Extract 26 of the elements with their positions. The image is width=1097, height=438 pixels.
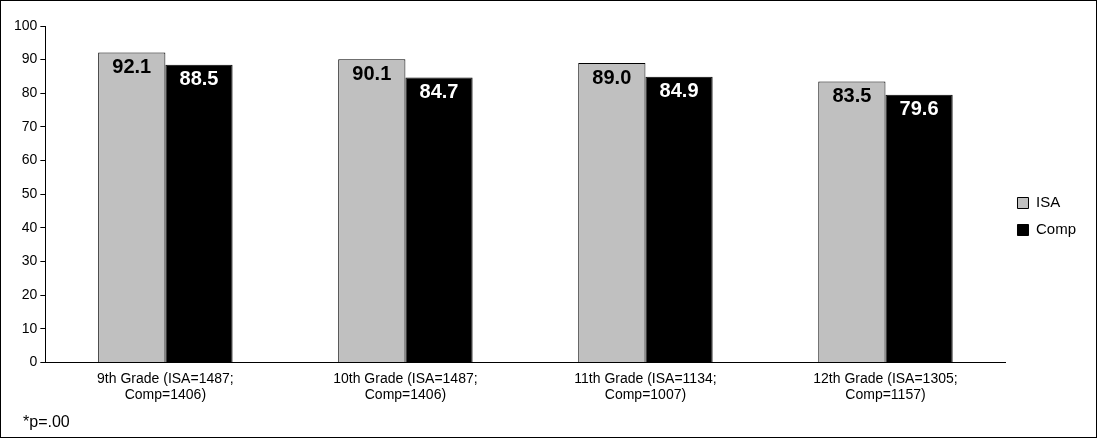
y-tick-label: 60 xyxy=(21,151,38,168)
y-tick-label: 10 xyxy=(21,319,38,336)
x-tick-label: 10th Grade (ISA=1487; Comp=1406) xyxy=(333,369,478,403)
y-tick-label: 20 xyxy=(21,285,38,302)
legend-label: Comp xyxy=(1035,220,1076,238)
x-tick-label: 11th Grade (ISA=1134; Comp=1007) xyxy=(574,369,717,403)
x-tick-label: 12th Grade (ISA=1305; Comp=1157) xyxy=(813,369,958,403)
data-label: 84.9 xyxy=(659,79,699,102)
legend-label: ISA xyxy=(1035,193,1061,211)
y-tick-label: 50 xyxy=(21,185,38,202)
data-label: 92.1 xyxy=(112,55,152,78)
y-tick-label: 40 xyxy=(21,218,38,235)
y-tick-label: 90 xyxy=(21,50,38,67)
data-label: 88.5 xyxy=(179,67,219,90)
data-label: 84.7 xyxy=(419,79,459,102)
data-label: 83.5 xyxy=(832,84,872,107)
y-tick-label: 30 xyxy=(21,252,38,269)
y-tick-label: 70 xyxy=(21,117,38,134)
y-tick-label: 100 xyxy=(14,16,38,33)
text: *p=.00 xyxy=(23,413,70,431)
data-label: 90.1 xyxy=(352,61,392,84)
y-tick-label: 80 xyxy=(21,84,38,101)
data-label: 79.6 xyxy=(899,97,939,120)
data-label: 89.0 xyxy=(592,65,632,88)
x-tick-label: 9th Grade (ISA=1487; Comp=1406) xyxy=(97,369,234,403)
y-tick-label: 0 xyxy=(29,353,38,370)
